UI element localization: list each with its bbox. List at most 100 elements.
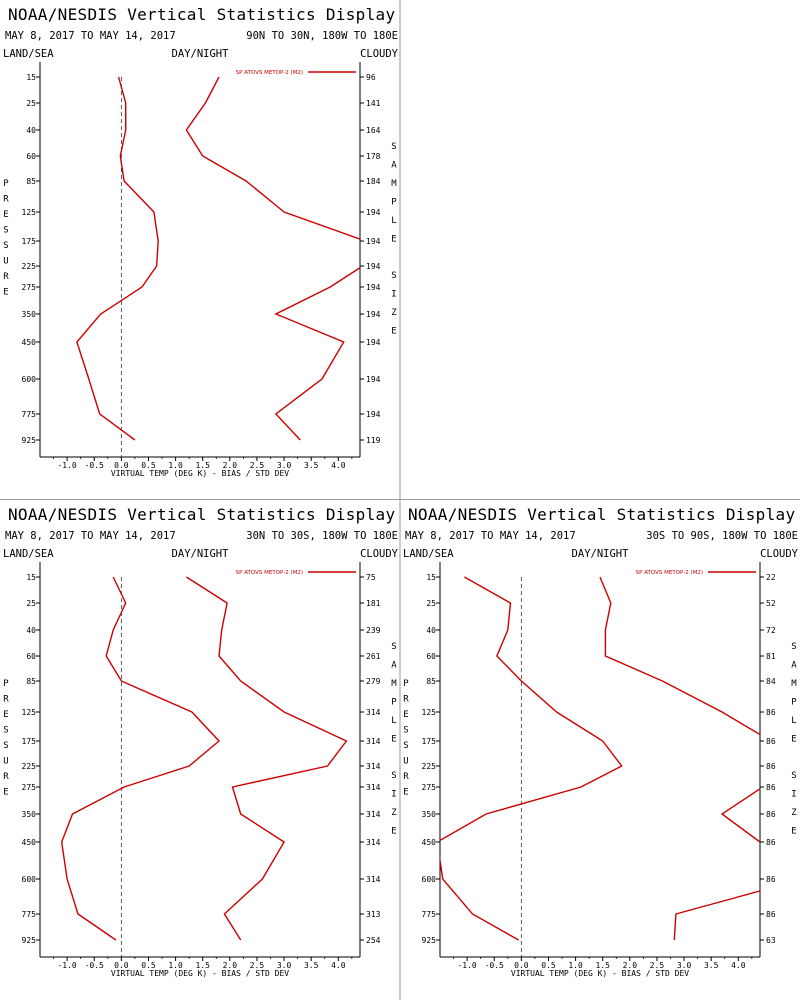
x-axis-label: VIRTUAL TEMP (DEG K) - BIAS / STD DEV — [511, 969, 689, 978]
x-tick-label: 0.0 — [114, 961, 129, 970]
x-tick-label: 2.5 — [250, 461, 265, 470]
sample-size-label: 314 — [366, 737, 381, 746]
sample-size-axis-letter: A — [791, 661, 797, 671]
std-dev-line — [599, 576, 760, 941]
sample-size-axis-letter: M — [391, 679, 397, 689]
pressure-tick-label: 225 — [22, 262, 37, 271]
pressure-tick-label: 25 — [426, 599, 436, 608]
chart-panel-1: NOAA/NESDIS Vertical Statistics Display M… — [3, 5, 399, 478]
x-tick-label: 2.5 — [250, 961, 265, 970]
sample-size-label: 52 — [766, 599, 776, 608]
sample-size-axis-letter: E — [791, 827, 796, 837]
sample-size-label: 178 — [366, 152, 381, 161]
x-tick-label: 3.0 — [277, 961, 292, 970]
pressure-tick-label: 600 — [422, 875, 437, 884]
pressure-tick-label: 275 — [422, 783, 437, 792]
sample-size-label: 194 — [366, 410, 381, 419]
pressure-tick-label: 125 — [422, 708, 437, 717]
sample-size-label: 86 — [766, 838, 776, 847]
x-tick-label: 2.0 — [223, 961, 238, 970]
bias-line — [76, 76, 159, 441]
pressure-tick-label: 125 — [22, 708, 37, 717]
sample-size-label: 194 — [366, 338, 381, 347]
sample-size-label: 194 — [366, 283, 381, 292]
pressure-tick-label: 60 — [426, 652, 436, 661]
land-sea-label: LAND/SEA — [403, 548, 454, 560]
pressure-tick-label: 275 — [22, 783, 37, 792]
cloudy-label: CLOUDY — [360, 548, 399, 560]
sample-size-axis-letter: I — [391, 790, 396, 800]
pressure-tick-label: 600 — [22, 875, 37, 884]
sample-size-axis-letter: L — [391, 716, 396, 726]
pressure-tick-label: 225 — [22, 762, 37, 771]
pressure-tick-label: 60 — [26, 152, 36, 161]
sample-size-axis-letter: Z — [391, 808, 397, 818]
sample-size-axis-letter: I — [391, 290, 396, 300]
sample-size-axis-letter: A — [391, 661, 397, 671]
x-tick-label: 4.0 — [331, 961, 346, 970]
sample-size-label: 314 — [366, 762, 381, 771]
x-tick-label: 4.0 — [731, 961, 746, 970]
sample-size-label: 72 — [766, 626, 776, 635]
region-label: 90N TO 30N, 180W TO 180E — [246, 30, 398, 42]
sample-size-label: 239 — [366, 626, 381, 635]
sample-size-label: 254 — [366, 936, 381, 945]
sample-size-axis-letter: S — [791, 642, 796, 652]
sample-size-axis-letter: L — [391, 216, 396, 226]
sample-size-axis-letter: S — [391, 771, 396, 781]
sample-size-label: 86 — [766, 783, 776, 792]
sample-size-label: 194 — [366, 375, 381, 384]
pressure-axis-letter: E — [3, 288, 8, 298]
pressure-axis-letter: R — [403, 695, 409, 705]
pressure-tick-label: 600 — [22, 375, 37, 384]
x-tick-label: -0.5 — [85, 961, 104, 970]
pressure-axis-letter: S — [403, 726, 408, 736]
x-tick-label: 1.5 — [595, 961, 610, 970]
pressure-axis-letter: R — [3, 195, 9, 205]
date-range: MAY 8, 2017 TO MAY 14, 2017 — [405, 530, 576, 542]
pressure-tick-label: 925 — [22, 436, 37, 445]
sample-size-label: 164 — [366, 126, 381, 135]
sample-size-label: 84 — [766, 677, 776, 686]
pressure-axis-letter: S — [3, 741, 8, 751]
std-dev-line — [186, 576, 348, 941]
sample-size-label: 86 — [766, 910, 776, 919]
land-sea-label: LAND/SEA — [3, 48, 54, 60]
sample-size-label: 194 — [366, 310, 381, 319]
cloudy-label: CLOUDY — [760, 548, 799, 560]
chart-panel-2: NOAA/NESDIS Vertical Statistics Display M… — [3, 505, 399, 978]
sample-size-label: 75 — [366, 573, 376, 582]
sample-size-label: 194 — [366, 237, 381, 246]
sample-size-axis-letter: S — [791, 771, 796, 781]
chart-title: NOAA/NESDIS Vertical Statistics Display — [408, 505, 795, 524]
pressure-tick-label: 175 — [22, 737, 37, 746]
sample-size-label: 261 — [366, 652, 381, 661]
sample-size-label: 96 — [366, 73, 376, 82]
sample-size-axis-letter: I — [791, 790, 796, 800]
sample-size-axis-letter: E — [391, 827, 396, 837]
pressure-tick-label: 225 — [422, 762, 437, 771]
sample-size-axis-letter: A — [391, 161, 397, 171]
sample-size-axis-letter: M — [791, 679, 797, 689]
x-tick-label: -1.0 — [457, 961, 476, 970]
sample-size-label: 181 — [366, 599, 381, 608]
pressure-axis-letter: S — [403, 741, 408, 751]
std-dev-line — [185, 76, 360, 441]
x-tick-label: -0.5 — [485, 961, 504, 970]
pressure-tick-label: 60 — [26, 652, 36, 661]
x-tick-label: 0.5 — [541, 961, 556, 970]
pressure-axis-letter: U — [403, 757, 408, 767]
pressure-tick-label: 125 — [22, 208, 37, 217]
x-axis-label: VIRTUAL TEMP (DEG K) - BIAS / STD DEV — [111, 969, 289, 978]
sample-size-axis-letter: S — [391, 142, 396, 152]
cloudy-label: CLOUDY — [360, 48, 399, 60]
pressure-axis-letter: R — [3, 772, 9, 782]
x-tick-label: 3.5 — [704, 961, 719, 970]
pressure-tick-label: 40 — [26, 126, 36, 135]
x-tick-label: 2.5 — [650, 961, 665, 970]
pressure-tick-label: 775 — [22, 410, 37, 419]
pressure-axis-letter: R — [3, 695, 9, 705]
sample-size-axis-letter: E — [391, 735, 396, 745]
pressure-tick-label: 350 — [22, 810, 37, 819]
pressure-tick-label: 40 — [26, 626, 36, 635]
